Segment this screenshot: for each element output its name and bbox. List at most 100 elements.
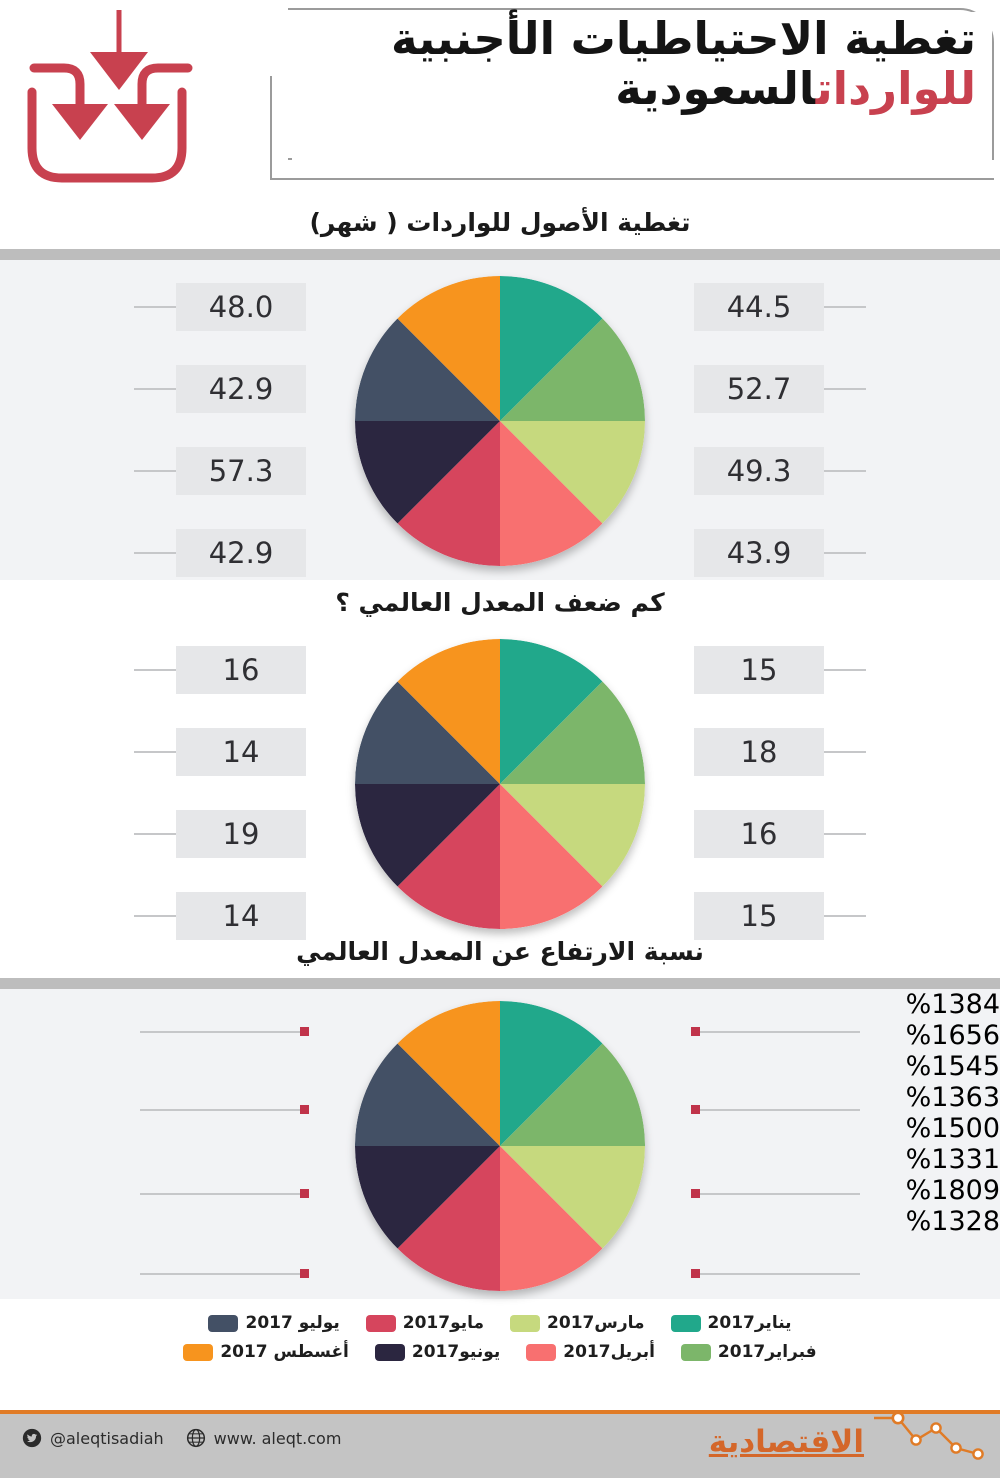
pie-slice-may bbox=[397, 421, 500, 566]
chart-2-label-right-1: 15 bbox=[694, 646, 824, 694]
pie-slice-feb bbox=[500, 318, 645, 421]
pie-slice-mar bbox=[500, 421, 645, 524]
header-frame-inner bbox=[270, 76, 994, 180]
chart-3-label-right-2: %1656 bbox=[905, 1020, 1000, 1051]
footer-website[interactable]: www. aleqt.com bbox=[186, 1428, 342, 1448]
leader-line bbox=[700, 1109, 860, 1111]
chart-1-label-right-4: 43.9 bbox=[694, 529, 824, 577]
pie-slice-may bbox=[397, 1146, 500, 1291]
leader-marker bbox=[691, 1189, 700, 1198]
footer-twitter[interactable]: @aleqtisadiah bbox=[22, 1428, 164, 1448]
legend-swatch-icon bbox=[510, 1314, 541, 1332]
pie-slice-jan bbox=[500, 1001, 603, 1146]
legend-label: يناير2017 bbox=[707, 1313, 792, 1333]
leader-marker bbox=[691, 1105, 700, 1114]
legend-label: مارس2017 bbox=[547, 1313, 645, 1333]
legend-swatch-icon bbox=[183, 1343, 214, 1361]
website-url: www. aleqt.com bbox=[213, 1428, 342, 1448]
chart-1-label-left-2: 42.9 bbox=[176, 365, 306, 413]
pie-slice-apr bbox=[500, 784, 603, 929]
pie-slice-may bbox=[397, 784, 500, 929]
pie-slice-jul bbox=[355, 1043, 500, 1146]
pie-slice-aug bbox=[397, 1001, 500, 1146]
chart-1-label-left-4: 42.9 bbox=[176, 529, 306, 577]
chart-3-label-left-4: %1328 bbox=[905, 1206, 1000, 1237]
legend-item-may[interactable]: مايو2017 bbox=[365, 1313, 485, 1333]
legend-label: أغسطس 2017 bbox=[220, 1342, 349, 1362]
pie-slice-jun bbox=[355, 784, 500, 887]
brand-logo-text: الاقتصادية bbox=[708, 1424, 864, 1460]
legend-item-feb[interactable]: فبراير2017 bbox=[680, 1342, 817, 1362]
legend-swatch-icon bbox=[365, 1314, 396, 1332]
pie-slice-feb bbox=[500, 1043, 645, 1146]
leader-marker bbox=[691, 1269, 700, 1278]
legend-swatch-icon bbox=[526, 1343, 557, 1361]
chart-1-title: تغطية الأصول للواردات ( شهر) bbox=[309, 208, 691, 237]
legend-item-mar[interactable]: مارس2017 bbox=[510, 1313, 645, 1333]
chart-2-label-left-1: 16 bbox=[176, 646, 306, 694]
chart-2-panel: 15 18 16 15 16 14 19 14 bbox=[0, 629, 1000, 940]
chart-3-label-left-2: %1331 bbox=[905, 1144, 1000, 1175]
page-title-accent: للواردات bbox=[815, 62, 977, 116]
legend-label: أبريل2017 bbox=[563, 1342, 655, 1362]
chart-1-label-left-3: 57.3 bbox=[176, 447, 306, 495]
pie-slice-aug bbox=[397, 639, 500, 784]
header: تغطية الاحتياطيات الأجنبية للوارداتالسعو… bbox=[0, 0, 1000, 200]
chart-3-title: نسبة الارتفاع عن المعدل العالمي bbox=[296, 937, 704, 966]
chart-3-panel: %1384 %1656 %1545 %1363 %1500 %1331 %180… bbox=[0, 978, 1000, 1299]
legend-row-2: فبراير2017 أبريل2017 يونيو2017 أغسطس 201… bbox=[183, 1342, 817, 1362]
imports-basket-arrows-icon bbox=[24, 8, 274, 192]
chart-2-label-right-3: 16 bbox=[694, 810, 824, 858]
footer-social: @aleqtisadiah www. aleqt.com bbox=[22, 1428, 341, 1448]
pie-slice-jun bbox=[355, 1146, 500, 1249]
twitter-handle: @aleqtisadiah bbox=[50, 1428, 164, 1448]
chart-1-pie bbox=[355, 276, 645, 566]
chart-3-pie bbox=[355, 1001, 645, 1291]
legend-item-apr[interactable]: أبريل2017 bbox=[526, 1342, 655, 1362]
twitter-icon bbox=[22, 1428, 42, 1448]
chart-1-label-right-2: 52.7 bbox=[694, 365, 824, 413]
header-frame-mask bbox=[292, 12, 992, 178]
leader-marker bbox=[300, 1189, 309, 1198]
legend-row-1: يناير2017 مارس2017 مايو2017 يوليو 2017 bbox=[208, 1313, 792, 1333]
pie-slice-mar bbox=[500, 1146, 645, 1249]
chart-3-label-right-1: %1384 bbox=[905, 989, 1000, 1020]
chart-3-label-right-4: %1363 bbox=[905, 1082, 1000, 1113]
leader-marker bbox=[300, 1027, 309, 1036]
leader-marker bbox=[300, 1105, 309, 1114]
legend: يناير2017 مارس2017 مايو2017 يوليو 2017 ف… bbox=[0, 1299, 1000, 1372]
globe-icon bbox=[186, 1428, 205, 1448]
page-title-plain: السعودية bbox=[615, 62, 816, 116]
pie-slice-jul bbox=[355, 318, 500, 421]
legend-item-jan[interactable]: يناير2017 bbox=[670, 1313, 792, 1333]
legend-item-aug[interactable]: أغسطس 2017 bbox=[183, 1342, 349, 1362]
pie-slice-mar bbox=[500, 784, 645, 887]
page-title-line1: تغطية الاحتياطيات الأجنبية bbox=[390, 12, 977, 65]
chart-2-label-left-2: 14 bbox=[176, 728, 306, 776]
leader-line bbox=[140, 1031, 300, 1033]
header-title-block: تغطية الاحتياطيات الأجنبية للوارداتالسعو… bbox=[286, 12, 977, 116]
pie-slice-aug bbox=[397, 276, 500, 421]
chart-1-panel: 44.5 52.7 49.3 43.9 48.0 42.9 57.3 42.9 bbox=[0, 249, 1000, 580]
legend-item-jun[interactable]: يونيو2017 bbox=[374, 1342, 501, 1362]
chart-2-title: كم ضعف المعدل العالمي ؟ bbox=[335, 588, 665, 617]
chart-2-pie bbox=[355, 639, 645, 929]
chart-2-label-left-4: 14 bbox=[176, 892, 306, 940]
legend-item-jul[interactable]: يوليو 2017 bbox=[208, 1313, 340, 1333]
leader-line bbox=[700, 1031, 860, 1033]
legend-label: مايو2017 bbox=[402, 1313, 485, 1333]
chart-3-label-left-1: %1500 bbox=[905, 1113, 1000, 1144]
leader-marker bbox=[691, 1027, 700, 1036]
pie-slice-jan bbox=[500, 276, 603, 421]
chart-3-label-left-3: %1809 bbox=[905, 1175, 1000, 1206]
legend-swatch-icon bbox=[374, 1343, 405, 1361]
pie-slice-apr bbox=[500, 1146, 603, 1291]
leader-marker bbox=[300, 1269, 309, 1278]
legend-label: يوليو 2017 bbox=[245, 1313, 340, 1333]
chart-3-label-right-3: %1545 bbox=[905, 1051, 1000, 1082]
legend-label: يونيو2017 bbox=[411, 1342, 501, 1362]
footer: @aleqtisadiah www. aleqt.com الاقتصادية bbox=[0, 1410, 1000, 1478]
pie-slice-jan bbox=[500, 639, 603, 784]
pie-slice-feb bbox=[500, 681, 645, 784]
